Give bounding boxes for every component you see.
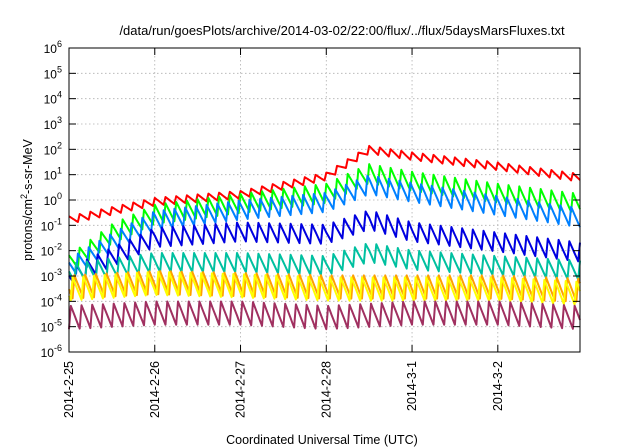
x-tick-label: 2014-2-25 [62,361,76,418]
y-axis-label: protons/cm2-s-sr-MeV [19,138,35,260]
y-tick-label: 101 [44,166,62,183]
y-tick-label-exponent: -2 [54,242,62,252]
chart-title: /data/run/goesPlots/archive/2014-03-02/2… [119,23,565,38]
x-tick-label: 2014-2-26 [148,361,162,418]
y-tick-label: 104 [44,90,62,107]
series-line [68,174,581,275]
y-tick-label-base: 10 [44,42,58,56]
x-tick-label: 2014-3-2 [491,361,505,411]
y-tick-label-exponent: -6 [54,343,62,353]
y-axis-label-sup: 2 [19,194,29,199]
series-line [68,243,581,284]
y-tick-label-base: 10 [44,67,58,81]
y-tick-label-base: 10 [44,118,58,132]
y-axis-label-base: protons/cm [21,199,35,261]
y-tick-label-base: 10 [41,270,55,284]
y-tick-label: 10-6 [41,343,62,360]
series-line [68,210,581,286]
y-tick-label: 10-1 [41,216,62,233]
ticks: 10610510410310210110010-110-210-310-410-… [41,39,580,418]
y-tick-label-base: 10 [41,346,55,360]
y-axis-label-rest: -s-sr-MeV [21,138,35,194]
y-tick-label-exponent: -5 [54,318,62,328]
y-tick-label-exponent: -1 [54,216,62,226]
x-axis-label: Coordinated Universal Time (UTC) [226,433,418,447]
series-line [68,144,581,223]
y-tick-label-exponent: -3 [54,267,62,277]
x-tick-label: 2014-2-28 [319,361,333,418]
y-tick-label-exponent: 5 [57,64,62,74]
y-tick-label-exponent: 3 [57,115,62,125]
y-tick-label-base: 10 [41,245,55,259]
y-tick-label: 106 [44,39,62,56]
series-line [68,300,581,331]
y-tick-label: 10-5 [41,318,62,335]
y-tick-label-exponent: 2 [57,140,62,150]
y-tick-label-exponent: 4 [57,90,62,100]
series-line [68,270,581,303]
y-tick-label: 102 [44,140,62,157]
y-tick-label-exponent: 1 [57,166,62,176]
y-tick-label: 10-4 [41,292,62,309]
y-tick-label-base: 10 [44,143,58,157]
x-tick-label: 2014-3-1 [405,361,419,411]
y-tick-label-base: 10 [44,194,58,208]
y-tick-label-base: 10 [41,321,55,335]
y-tick-label: 10-3 [41,267,62,284]
x-tick-label: 2014-2-27 [234,361,248,418]
y-tick-label-base: 10 [41,295,55,309]
y-tick-label-exponent: 6 [57,39,62,49]
y-tick-label-exponent: -4 [54,292,62,302]
y-tick-label: 10-2 [41,242,62,259]
y-tick-label-base: 10 [44,169,58,183]
y-tick-label: 105 [44,64,62,81]
series-group [68,144,581,331]
y-tick-label-base: 10 [44,93,58,107]
y-tick-label: 100 [44,191,62,208]
y-tick-label-base: 10 [41,219,55,233]
y-tick-label: 103 [44,115,62,132]
y-tick-label-exponent: 0 [57,191,62,201]
series-line [68,270,581,306]
